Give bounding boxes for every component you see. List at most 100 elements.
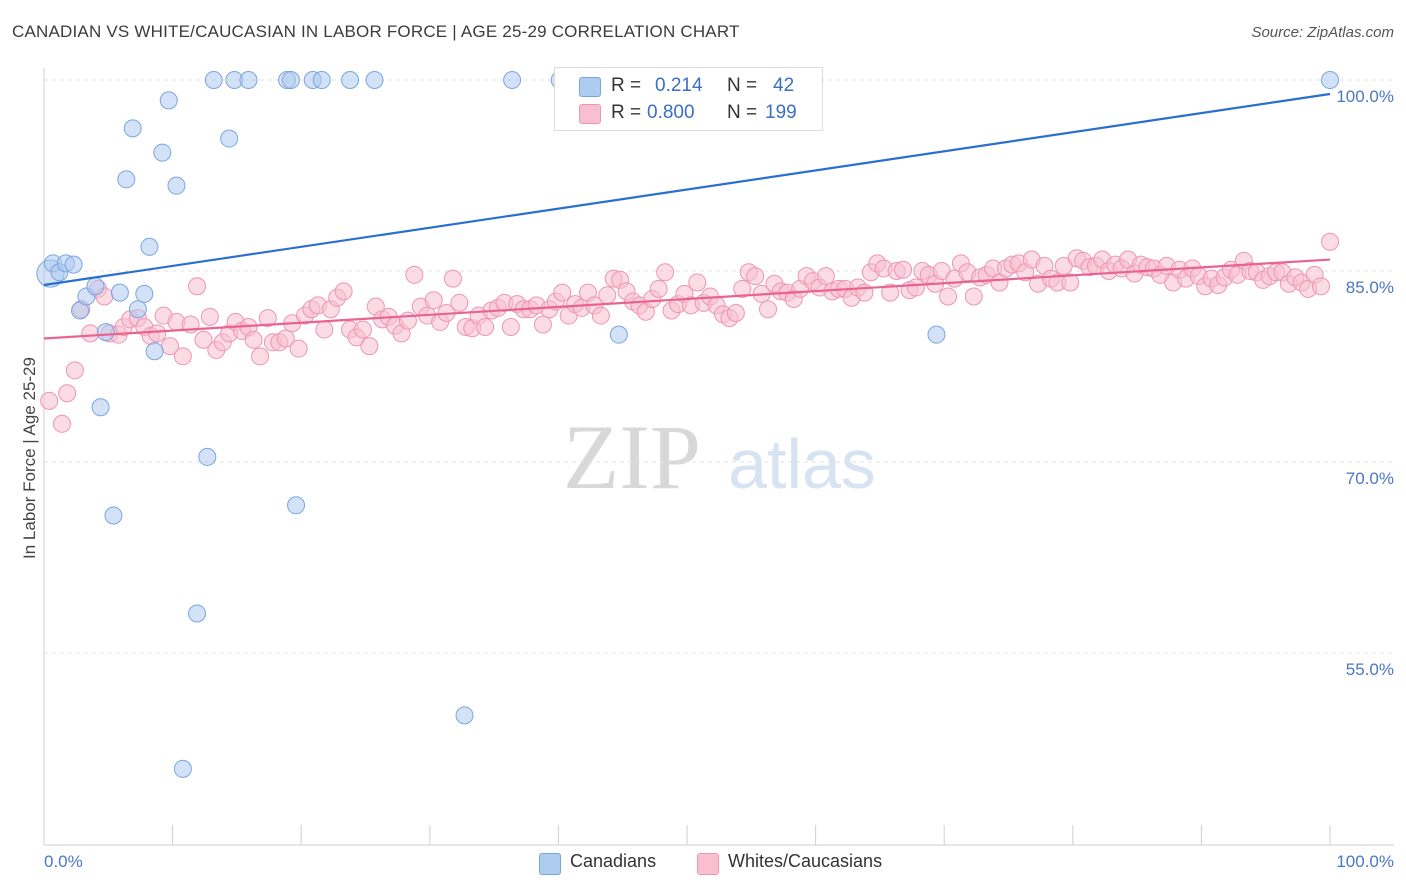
canadians-point: [140, 237, 159, 256]
whites-point: [53, 414, 72, 433]
whites-point: [894, 260, 913, 279]
whites-point: [656, 263, 675, 282]
whites-point: [688, 273, 707, 292]
canadians-point: [96, 323, 115, 342]
canadians-point: [503, 71, 522, 89]
whites-r-value: 0.800: [647, 102, 695, 123]
canadians-n-label: N =: [727, 75, 758, 96]
watermark-atlas: atlas: [728, 425, 876, 503]
canadians-trend-line: [43, 92, 1331, 287]
canadians-point: [365, 71, 384, 89]
y-tick-label-100: 100.0%: [1336, 87, 1394, 106]
whites-point: [591, 306, 610, 325]
whites-point: [964, 287, 983, 306]
whites-point: [881, 283, 900, 302]
whites-point: [939, 287, 958, 306]
canadians-point: [312, 71, 331, 89]
canadians-point: [455, 706, 474, 725]
whites-point: [188, 277, 207, 296]
canadians-point: [220, 129, 239, 148]
whites-point: [533, 315, 552, 334]
whites-point: [733, 279, 752, 298]
whites-point: [65, 361, 84, 380]
canadians-point: [204, 71, 223, 89]
canadians-n-value: 42: [773, 75, 795, 96]
trend-lines: [43, 92, 1331, 340]
whites-point: [258, 309, 277, 328]
whites-n-value: 199: [765, 102, 797, 123]
whites-point: [200, 307, 219, 326]
whites-point: [501, 318, 520, 337]
whites-point: [476, 318, 495, 337]
canadians-swatch: [579, 77, 601, 97]
x-tick-label-100: 100.0%: [1336, 852, 1394, 871]
whites-point: [58, 384, 77, 403]
whites-point: [424, 291, 443, 310]
x-tick-label-0: 0.0%: [44, 852, 83, 871]
canadians-r-value: 0.214: [655, 75, 703, 96]
y-tick-label-70: 70.0%: [1345, 469, 1394, 488]
canadians-point: [281, 71, 300, 89]
whites-point: [450, 293, 469, 312]
whites-point: [40, 391, 59, 410]
canadians-point: [287, 496, 306, 515]
canadians-point: [104, 506, 123, 525]
canadians-point: [64, 255, 83, 274]
whites-point: [353, 320, 372, 339]
whites-point: [1311, 277, 1330, 296]
whites-point: [759, 300, 778, 319]
canadians-point: [609, 325, 628, 344]
whites-point: [194, 330, 213, 349]
whites-point: [553, 283, 572, 302]
canadians-point: [167, 176, 186, 195]
whites-point: [746, 267, 765, 286]
whites-point: [315, 320, 334, 339]
axes: [43, 68, 1394, 846]
canadians-r-label: R =: [611, 75, 642, 96]
canadians-point: [110, 283, 129, 302]
whites-point: [726, 304, 745, 323]
whites-trend-line: [43, 258, 1331, 340]
whites-point: [334, 282, 353, 301]
canadians-point: [159, 91, 178, 110]
canadians-point: [1321, 71, 1339, 89]
legend-whites-swatch: [697, 853, 719, 875]
whites-point: [405, 265, 424, 284]
canadians-point: [173, 759, 192, 778]
canadians-point: [117, 170, 136, 189]
whites-point: [1321, 232, 1339, 251]
series-whites-points: [40, 232, 1339, 433]
canadians-point: [86, 277, 105, 296]
whites-point: [251, 347, 270, 366]
whites-point: [276, 329, 295, 348]
canadians-point: [239, 71, 258, 89]
whites-point: [443, 269, 462, 288]
canadians-point: [198, 447, 217, 466]
whites-point: [906, 278, 925, 297]
whites-point: [1061, 273, 1080, 292]
whites-point: [244, 330, 263, 349]
legend-canadians-label: Canadians: [570, 851, 657, 871]
whites-point: [289, 339, 308, 358]
legend-whites-label: Whites/Caucasians: [728, 851, 883, 871]
y-tick-label-55: 55.0%: [1345, 660, 1394, 679]
watermark-zip: ZIP: [563, 406, 701, 508]
whites-point: [81, 324, 100, 343]
canadians-point: [91, 398, 110, 417]
whites-point: [360, 337, 379, 356]
canadians-point: [145, 342, 164, 361]
canadians-point: [123, 119, 142, 138]
whites-n-label: N =: [727, 102, 758, 123]
whites-swatch: [579, 104, 601, 124]
chart-source: Source: ZipAtlas.com: [1251, 24, 1394, 41]
canadians-point: [188, 604, 207, 623]
whites-point: [598, 286, 617, 305]
canadians-point: [153, 143, 172, 162]
whites-point: [649, 279, 668, 298]
grid-lines: [44, 79, 1394, 654]
whites-point: [816, 267, 835, 286]
canadians-point: [128, 300, 147, 319]
whites-r-label: R =: [611, 102, 642, 123]
stats-legend: R = 0.214 N = 42 R = 0.800 N = 199: [554, 67, 823, 131]
